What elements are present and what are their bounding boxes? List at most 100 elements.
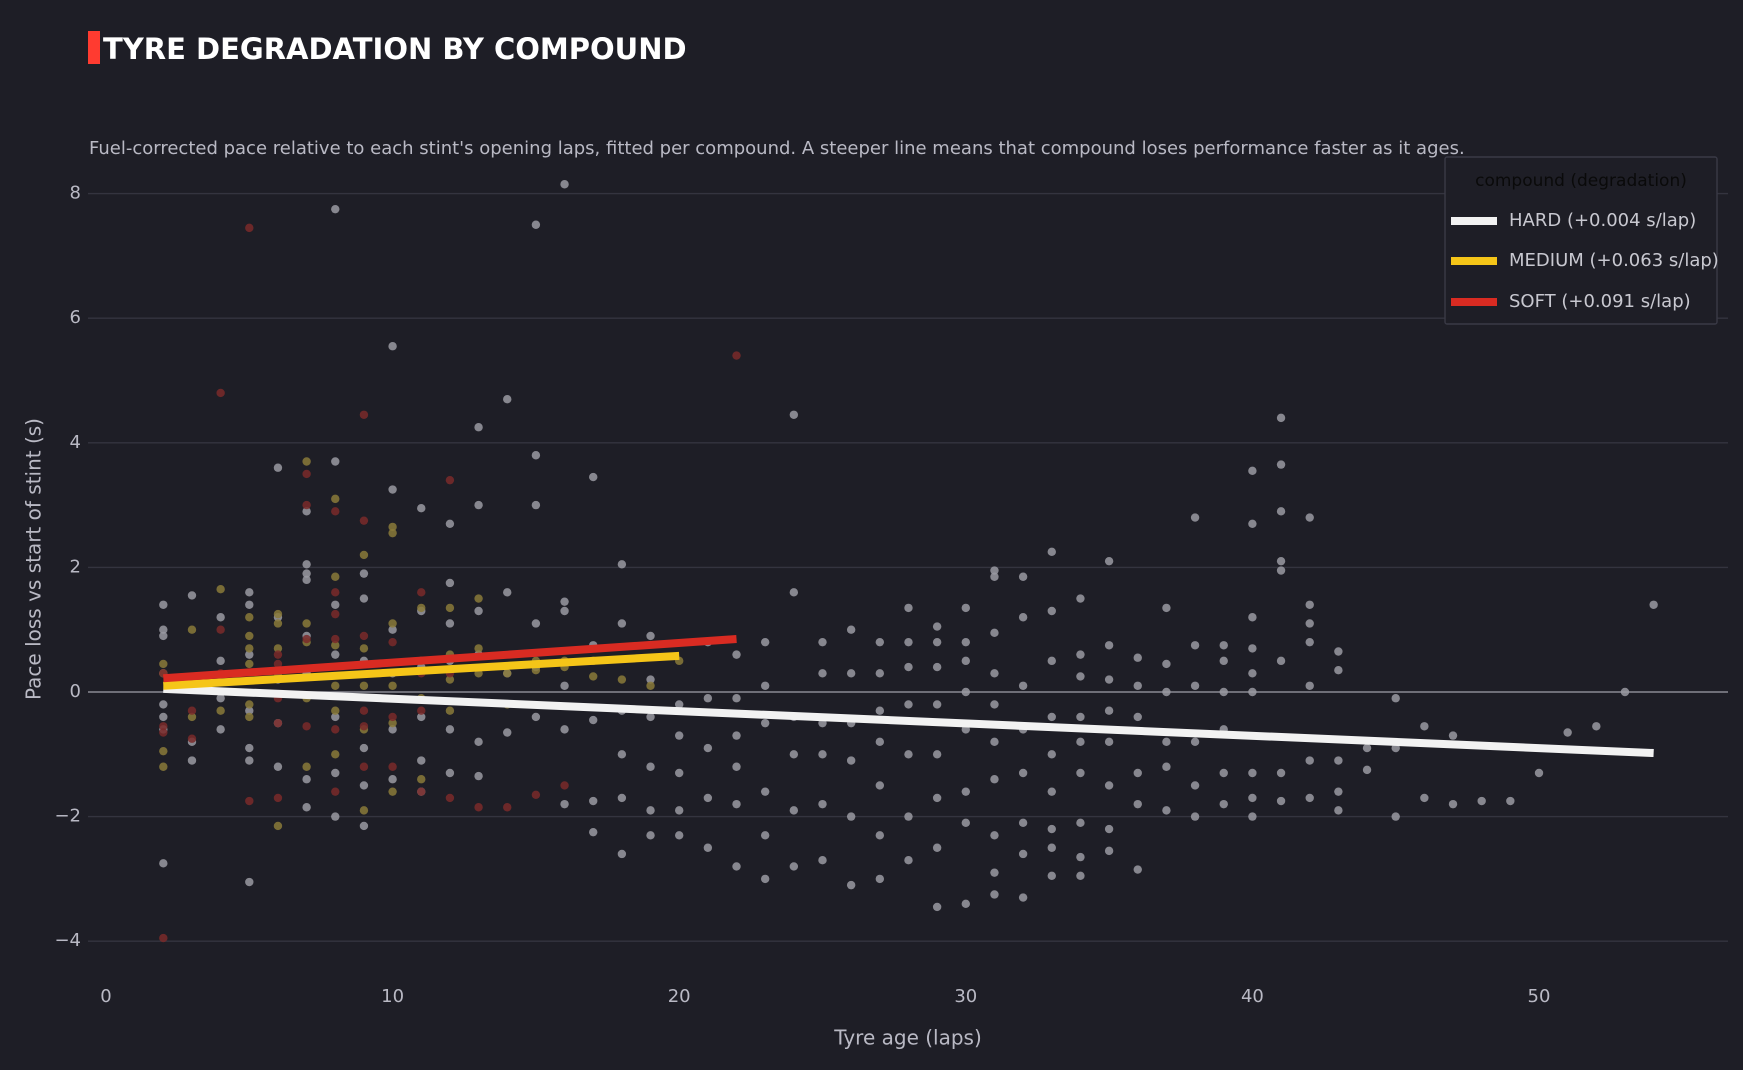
point-hard <box>818 799 827 809</box>
point-hard <box>846 756 856 765</box>
point-hard <box>1649 600 1658 609</box>
point-hard <box>932 902 942 912</box>
point-medium <box>617 675 627 684</box>
point-hard <box>1104 675 1114 684</box>
point-hard <box>1133 799 1142 809</box>
point-hard <box>474 737 483 747</box>
point-hard <box>245 756 254 765</box>
point-medium <box>417 603 426 613</box>
point-hard <box>760 637 770 647</box>
point-hard <box>1047 787 1056 796</box>
trend-lines <box>163 635 1654 758</box>
point-hard <box>187 591 197 600</box>
point-hard <box>1076 712 1085 722</box>
point-hard <box>646 631 655 641</box>
point-soft <box>417 588 426 597</box>
point-hard <box>961 687 970 697</box>
point-hard <box>359 569 369 578</box>
point-hard <box>589 827 598 837</box>
point-hard <box>1334 647 1343 656</box>
point-hard <box>1047 824 1056 834</box>
point-hard <box>331 457 340 466</box>
point-hard <box>302 575 311 585</box>
legend-rate-hard: (+0.004 s/lap) <box>1567 210 1696 231</box>
y-tick-label: 6 <box>70 307 81 328</box>
point-medium <box>359 644 369 653</box>
point-hard <box>646 712 655 722</box>
point-hard <box>474 771 483 781</box>
point-soft <box>417 787 426 796</box>
point-medium <box>159 659 168 669</box>
point-hard <box>1305 600 1314 609</box>
point-hard <box>1305 619 1314 628</box>
point-hard <box>646 762 655 771</box>
point-hard <box>732 731 741 740</box>
point-hard <box>531 220 541 229</box>
point-medium <box>503 669 512 678</box>
point-hard <box>1534 768 1544 778</box>
chart-title: TYRE DEGRADATION BY COMPOUND <box>103 32 687 66</box>
point-hard <box>1248 613 1257 622</box>
point-soft <box>159 728 168 737</box>
point-hard <box>388 725 397 734</box>
point-medium <box>388 787 397 796</box>
legend-label-hard: HARD (+0.004 s/lap) <box>1509 210 1696 231</box>
point-medium <box>273 609 283 619</box>
point-soft <box>359 722 369 731</box>
point-hard <box>245 600 254 609</box>
point-hard <box>1248 466 1257 476</box>
point-hard <box>875 637 885 647</box>
y-tick-label: 2 <box>70 556 81 577</box>
point-hard <box>675 768 684 778</box>
point-hard <box>1248 687 1257 697</box>
point-hard <box>1248 519 1257 528</box>
point-medium <box>445 603 455 613</box>
point-hard <box>904 662 913 672</box>
point-hard <box>617 849 627 859</box>
point-hard <box>846 669 856 678</box>
point-hard <box>1190 781 1200 790</box>
point-soft <box>331 588 340 597</box>
point-medium <box>245 613 254 622</box>
point-medium <box>245 712 254 722</box>
point-hard <box>617 619 627 628</box>
x-axis-label: Tyre age (laps) <box>833 1026 982 1050</box>
point-hard <box>1248 669 1257 678</box>
point-soft <box>331 507 340 516</box>
point-medium <box>331 572 340 581</box>
point-hard <box>1104 556 1114 566</box>
point-medium <box>245 659 254 669</box>
point-medium <box>302 762 311 771</box>
point-hard <box>1190 641 1200 650</box>
point-hard <box>1219 799 1228 809</box>
point-hard <box>302 775 311 784</box>
point-hard <box>1047 843 1056 852</box>
point-hard <box>1362 743 1372 753</box>
point-hard <box>1248 768 1257 778</box>
point-hard <box>331 650 340 659</box>
legend-box <box>1444 156 1718 325</box>
point-hard <box>789 750 799 759</box>
point-hard <box>617 560 627 569</box>
point-hard <box>617 793 627 803</box>
point-hard <box>789 806 799 815</box>
point-medium <box>187 625 197 634</box>
point-hard <box>216 656 225 666</box>
point-medium <box>302 457 311 466</box>
point-hard <box>732 762 741 771</box>
point-hard <box>159 631 168 641</box>
point-hard <box>445 519 455 528</box>
point-hard <box>503 588 512 597</box>
point-hard <box>560 597 569 606</box>
point-hard <box>1162 806 1171 815</box>
point-soft <box>187 734 197 743</box>
point-soft <box>273 793 283 803</box>
point-hard <box>732 799 741 809</box>
point-medium <box>474 644 483 653</box>
point-hard <box>417 756 426 765</box>
point-hard <box>875 737 885 747</box>
point-hard <box>1276 413 1286 423</box>
point-hard <box>445 725 455 734</box>
point-hard <box>1391 694 1400 703</box>
point-hard <box>1190 513 1200 522</box>
